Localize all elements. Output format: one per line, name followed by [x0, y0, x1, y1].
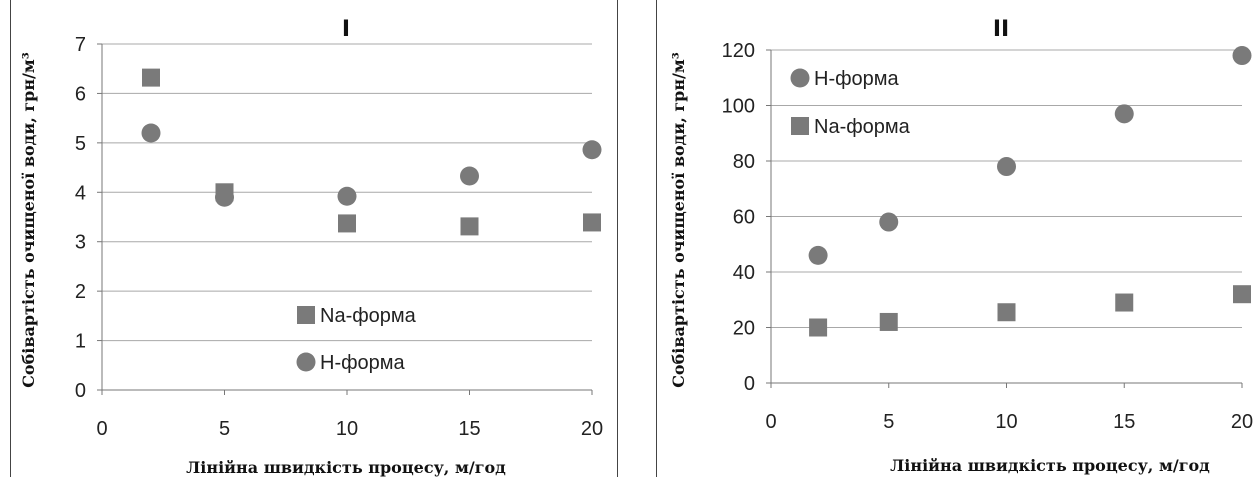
chart-title: I	[342, 17, 350, 42]
na-form-point	[809, 318, 828, 337]
y-axis-title: Собівартість очищеної води, грн/м³	[19, 52, 38, 388]
h-form-point	[337, 186, 357, 206]
na-form-point	[142, 68, 160, 87]
x-axis-title: Лінійна швидкість процесу, м/год	[186, 458, 506, 477]
legend-label: Na-форма	[320, 305, 417, 327]
y-tick-label: 2	[75, 281, 86, 303]
h-form-point	[1114, 104, 1134, 124]
y-tick-label: 7	[75, 34, 86, 56]
y-tick-label: 40	[733, 262, 755, 284]
y-tick-label: 6	[75, 83, 86, 105]
legend-label: H-форма	[320, 352, 406, 374]
y-tick-label: 3	[75, 232, 86, 254]
chart-frame-2	[656, 0, 1260, 477]
x-axis-title: Лінійна швидкість процесу, м/год	[890, 456, 1210, 475]
chart-panel-2: II Лінійна швидкість процесу, м/год Собі…	[652, 0, 1260, 477]
h-form-point	[582, 140, 602, 160]
chart-title: II	[993, 17, 1009, 42]
y-axis-title: Собівартість очищеної води, грн/м³	[669, 52, 688, 388]
na-form-point	[338, 214, 356, 233]
y-tick-label: 120	[722, 40, 755, 62]
x-tick-label: 20	[581, 418, 603, 440]
x-tick-label: 10	[995, 411, 1017, 433]
y-tick-label: 4	[75, 182, 86, 204]
h-form-point	[997, 157, 1016, 177]
x-tick-label: 15	[458, 418, 480, 440]
na-form-point	[460, 217, 479, 236]
h-form-point	[141, 123, 161, 143]
chart-panel-1: I Лінійна швидкість процесу, м/год Собів…	[0, 0, 618, 477]
legend-marker	[297, 306, 315, 324]
legend-marker	[296, 352, 316, 372]
h-form-point	[1232, 46, 1252, 66]
y-tick-label: 80	[733, 151, 755, 173]
y-tick-label: 0	[75, 380, 86, 402]
x-tick-label: 20	[1231, 411, 1253, 433]
legend-marker	[791, 117, 809, 135]
y-tick-label: 60	[733, 207, 755, 229]
legend-marker	[790, 68, 810, 88]
x-tick-label: 5	[219, 418, 230, 440]
y-tick-label: 100	[722, 96, 755, 118]
na-form-point	[997, 303, 1016, 322]
chart-2: II Лінійна швидкість процесу, м/год Собі…	[669, 17, 1253, 475]
h-form-point	[215, 187, 234, 207]
x-tick-label: 10	[336, 418, 358, 440]
legend-label: H-форма	[814, 68, 900, 90]
chart-frame-1	[10, 0, 618, 477]
h-form-point	[460, 166, 479, 186]
na-form-point	[1233, 285, 1251, 304]
x-tick-label: 15	[1113, 411, 1135, 433]
legend-label: Na-форма	[814, 116, 911, 138]
x-tick-label: 5	[883, 411, 894, 433]
y-tick-label: 5	[75, 133, 86, 155]
y-tick-label: 20	[733, 318, 755, 340]
na-form-point	[583, 213, 601, 232]
y-tick-label: 0	[744, 373, 755, 395]
h-form-point	[879, 212, 899, 232]
y-tick-label: 1	[75, 331, 86, 353]
h-form-point	[808, 245, 828, 265]
x-tick-label: 0	[96, 418, 107, 440]
na-form-point	[879, 312, 898, 331]
na-form-point	[1115, 293, 1134, 312]
chart-1: I Лінійна швидкість процесу, м/год Собів…	[19, 17, 603, 477]
x-tick-label: 0	[765, 411, 776, 433]
